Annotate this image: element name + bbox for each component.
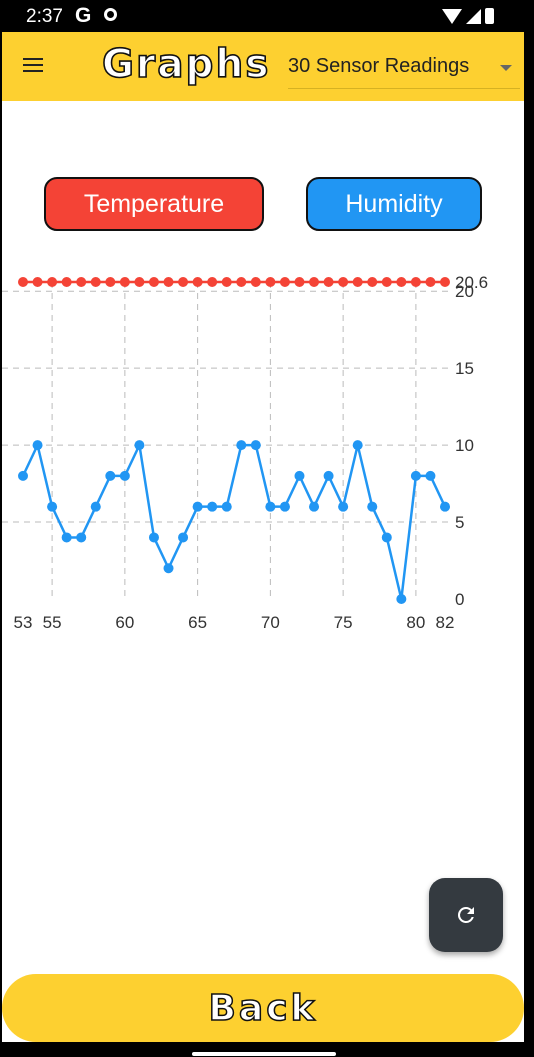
x-tick-label: 55: [43, 613, 62, 632]
data-point-temperature: [352, 277, 363, 287]
data-point-humidity: [381, 532, 392, 543]
caret-down-icon: [500, 65, 512, 71]
data-point-humidity: [90, 501, 101, 512]
y-tick-label: 10: [455, 436, 474, 455]
back-label: Back: [208, 987, 318, 1030]
series-line-humidity: [21, 443, 447, 601]
signal-icon: [466, 8, 481, 24]
data-point-temperature: [76, 277, 87, 287]
data-point-humidity: [32, 440, 43, 451]
y-tick-label: 20: [455, 282, 474, 301]
y-tick-label: 15: [455, 359, 474, 378]
data-point-temperature: [163, 277, 174, 287]
data-point-temperature: [323, 277, 334, 287]
battery-icon: [485, 8, 494, 24]
data-point-temperature: [265, 277, 276, 287]
data-point-temperature: [207, 277, 218, 287]
data-point-humidity: [279, 501, 290, 512]
x-tick-label: 80: [406, 613, 425, 632]
data-point-temperature: [119, 277, 130, 287]
y-tick-label: 5: [455, 513, 464, 532]
data-point-humidity: [178, 532, 189, 543]
data-point-temperature: [32, 277, 43, 287]
data-point-temperature: [61, 277, 72, 287]
menu-icon[interactable]: [23, 58, 43, 74]
data-point-humidity: [207, 501, 218, 512]
dropdown-selected-value: 30 Sensor Readings: [288, 55, 470, 77]
back-button[interactable]: Back: [2, 974, 524, 1042]
sync-icon: [104, 8, 117, 21]
data-point-temperature: [148, 277, 159, 287]
data-point-humidity: [265, 501, 276, 512]
data-point-humidity: [134, 440, 145, 451]
data-point-temperature: [381, 277, 392, 287]
data-point-temperature: [134, 277, 145, 287]
data-point-humidity: [309, 501, 320, 512]
data-point-temperature: [221, 277, 232, 287]
data-point-humidity: [425, 470, 436, 481]
page-title: Graphs: [101, 41, 271, 88]
app-screen: Graphs 30 Sensor Readings Temperature Hu…: [2, 32, 524, 1042]
x-tick-label: 53: [14, 613, 33, 632]
data-point-temperature: [47, 277, 58, 287]
temperature-button[interactable]: Temperature: [44, 177, 264, 231]
refresh-icon: [457, 907, 474, 923]
data-point-humidity: [148, 532, 159, 543]
system-nav-bar: [0, 1042, 534, 1057]
status-bar: 2:37 G: [0, 0, 534, 32]
data-point-humidity: [410, 470, 421, 481]
status-icons: [442, 8, 494, 24]
x-tick-label: 82: [436, 613, 455, 632]
data-point-humidity: [236, 440, 247, 451]
data-point-humidity: [47, 501, 58, 512]
data-point-temperature: [105, 277, 116, 287]
data-point-temperature: [396, 277, 407, 287]
app-bar: Graphs 30 Sensor Readings: [2, 32, 524, 101]
y-tick-label: 0: [455, 590, 464, 609]
readings-dropdown[interactable]: 30 Sensor Readings: [288, 50, 520, 89]
data-point-temperature: [250, 277, 261, 287]
home-indicator[interactable]: [192, 1052, 336, 1056]
x-tick-label: 75: [334, 613, 353, 632]
status-time: 2:37: [26, 6, 63, 27]
data-point-temperature: [236, 277, 247, 287]
refresh-button[interactable]: [429, 878, 503, 952]
x-tick-label: 60: [115, 613, 134, 632]
data-point-humidity: [250, 440, 261, 451]
data-point-temperature: [425, 277, 436, 287]
data-point-humidity: [338, 501, 349, 512]
data-point-humidity: [18, 470, 28, 481]
data-point-temperature: [440, 277, 450, 287]
google-icon: G: [75, 4, 92, 27]
x-tick-label: 65: [188, 613, 207, 632]
wifi-icon: [442, 8, 462, 24]
data-point-humidity: [61, 532, 72, 543]
data-point-humidity: [367, 501, 378, 512]
data-point-humidity: [163, 563, 174, 574]
data-point-humidity: [352, 440, 363, 451]
data-point-humidity: [221, 501, 232, 512]
data-point-temperature: [309, 277, 320, 287]
data-point-temperature: [279, 277, 290, 287]
x-tick-label: 70: [261, 613, 280, 632]
data-point-humidity: [105, 470, 116, 481]
data-point-temperature: [18, 277, 28, 287]
data-point-temperature: [90, 277, 101, 287]
data-point-temperature: [192, 277, 203, 287]
data-point-humidity: [396, 594, 407, 604]
humidity-button[interactable]: Humidity: [306, 177, 482, 231]
data-point-temperature: [367, 277, 378, 287]
data-point-temperature: [410, 277, 421, 287]
data-point-temperature: [338, 277, 349, 287]
data-point-humidity: [294, 470, 305, 481]
data-point-humidity: [323, 470, 334, 481]
data-point-humidity: [76, 532, 87, 543]
data-point-temperature: [294, 277, 305, 287]
data-point-humidity: [192, 501, 203, 512]
y-max-label: 20.6: [455, 273, 488, 292]
data-point-temperature: [178, 277, 189, 287]
data-point-humidity: [119, 470, 130, 481]
data-point-humidity: [440, 501, 450, 512]
